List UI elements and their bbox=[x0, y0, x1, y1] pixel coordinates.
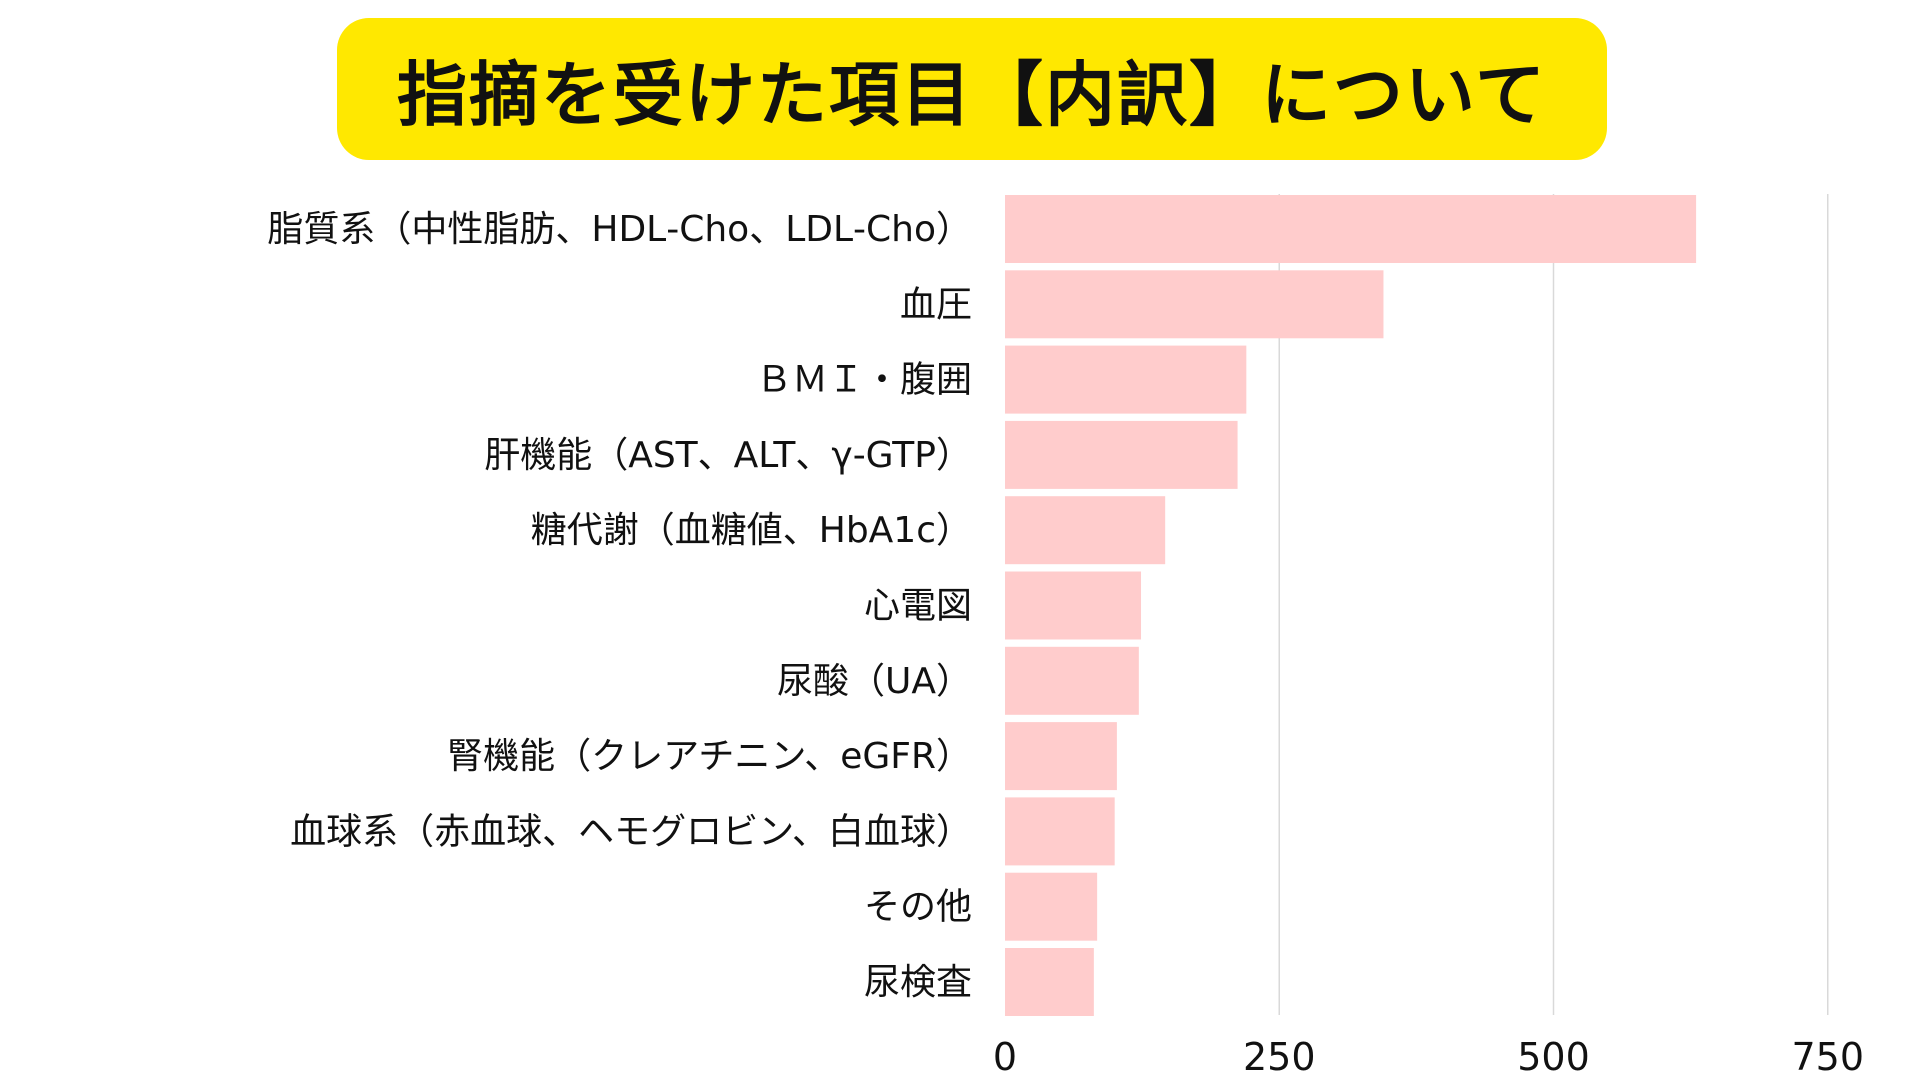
bar-9 bbox=[1005, 872, 1098, 941]
bar-3 bbox=[1005, 420, 1238, 489]
category-label-1: 血圧 bbox=[900, 284, 972, 325]
category-label-8: 血球系（赤血球、ヘモグロビン、白血球） bbox=[290, 811, 972, 852]
category-label-2: ＢＭＩ・腹囲 bbox=[756, 360, 972, 401]
x-tick-label-0: 0 bbox=[993, 1035, 1017, 1079]
category-label-9: その他 bbox=[864, 887, 972, 928]
category-label-7: 腎機能（クレアチニン、eGFR） bbox=[447, 736, 972, 777]
category-label-10: 尿検査 bbox=[864, 962, 972, 1003]
category-label-0: 脂質系（中性脂肪、HDL‐Cho、LDL‐Cho） bbox=[267, 209, 972, 250]
category-label-3: 肝機能（AST、ALT、γ‐GTP） bbox=[484, 435, 972, 476]
bar-7 bbox=[1005, 722, 1117, 791]
x-tick-label-750: 750 bbox=[1791, 1035, 1864, 1079]
bar-4 bbox=[1005, 496, 1166, 565]
bar-1 bbox=[1005, 270, 1384, 339]
chart-title: 指摘を受けた項目【内訳】について bbox=[397, 53, 1547, 136]
category-label-4: 糖代謝（血糖値、HbA1c） bbox=[531, 510, 972, 551]
bar-5 bbox=[1005, 571, 1142, 640]
x-tick-labels: 0 250 500 750 bbox=[993, 1035, 1864, 1079]
title-banner: 指摘を受けた項目【内訳】について bbox=[337, 18, 1607, 160]
category-labels: 脂質系（中性脂肪、HDL‐Cho、LDL‐Cho） 血圧 ＢＭＩ・腹囲肝機能（AST… bbox=[267, 209, 972, 1003]
bar-10 bbox=[1005, 948, 1094, 1016]
bars bbox=[1005, 195, 1697, 1016]
bar-2 bbox=[1005, 345, 1247, 414]
x-tick-label-500: 500 bbox=[1517, 1035, 1590, 1079]
bar-6 bbox=[1005, 646, 1139, 715]
x-tick-label-250: 250 bbox=[1243, 1035, 1316, 1079]
category-label-5: 心電図 bbox=[864, 586, 972, 627]
bar-8 bbox=[1005, 797, 1115, 866]
category-label-6: 尿酸（UA） bbox=[777, 661, 972, 702]
bar-0 bbox=[1005, 195, 1697, 263]
